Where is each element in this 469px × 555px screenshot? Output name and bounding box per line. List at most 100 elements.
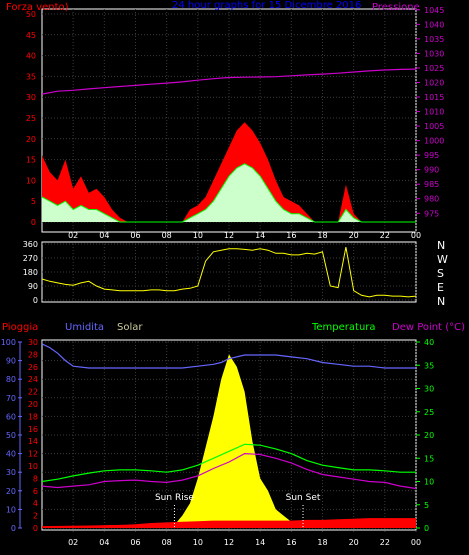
wind-speed-tick: 50 (26, 10, 36, 19)
compass-label: S (437, 267, 444, 280)
temperature-ticks: 0 5 10 15 20 25 30 35 40 (416, 338, 434, 533)
hour-tick: 08 (162, 538, 172, 547)
dewpoint-series (41, 452, 417, 490)
pressure-tick: 1010 (424, 108, 444, 117)
hour-tick: 02 (68, 231, 78, 240)
hour-tick: 14 (255, 231, 265, 240)
temperature-tick: 35 (424, 361, 434, 370)
compass-label: N (437, 295, 445, 308)
hour-tick: 22 (380, 538, 390, 547)
rain-tick: 2 (33, 512, 38, 521)
pressure-tick: 980 (424, 195, 439, 204)
wind-speed-tick: 25 (26, 114, 36, 123)
wind-axis-title: Forza vento) (6, 2, 69, 13)
avg-wind-line (41, 163, 416, 223)
rain-label: Pioggia (2, 322, 38, 333)
pressure-tick: 990 (424, 166, 439, 175)
wind-hour-ticks: 02 04 06 08 10 12 14 16 18 20 22 00 (68, 231, 421, 240)
hour-tick: 14 (255, 538, 265, 547)
pressure-tick: 1005 (424, 122, 444, 131)
hour-tick: 12 (224, 538, 234, 547)
wind-speed-tick: 40 (26, 52, 36, 61)
wind-pressure-panel: Forza vento) 24 hour graphs for 15 Dicem… (6, 0, 444, 240)
temperature-tick: 15 (424, 454, 434, 463)
hour-tick: 00 (411, 538, 421, 547)
hour-tick: 10 (193, 231, 203, 240)
rain-tick: 0 (33, 524, 38, 533)
dewpoint-label: Dew Point (°C) (392, 322, 465, 333)
rain-tick: 10 (28, 462, 38, 471)
pressure-ticks: 975 980 985 990 995 1000 1005 1010 1015 1020 1025 1… (416, 6, 444, 218)
humidity-tick: 10 (6, 505, 16, 514)
gust-series (42, 122, 416, 222)
rain-tick: 18 (28, 412, 38, 421)
hour-tick: 18 (317, 538, 327, 547)
rain-tick: 8 (33, 474, 38, 483)
wind-speed-tick: 35 (26, 72, 36, 81)
hour-tick: 04 (99, 231, 109, 240)
direction-tick: 180 (23, 268, 38, 277)
wind-speed-tick: 0 (31, 218, 36, 227)
hour-tick: 22 (380, 231, 390, 240)
temperature-tick: 25 (424, 408, 434, 417)
rain-tick: 30 (28, 338, 38, 347)
chart-title: 24 hour graphs for 15 Dicembre 2016 (172, 0, 361, 11)
rain-tick: 14 (28, 437, 38, 446)
compass-label: E (437, 281, 444, 294)
wind-speed-ticks: 0 5 10 15 20 25 30 35 40 45 50 (26, 10, 36, 227)
pressure-tick: 995 (424, 151, 439, 160)
humidity-tick: 20 (6, 487, 16, 496)
wind-direction-series (41, 247, 417, 298)
humidity-tick: 50 (6, 431, 16, 440)
humidity-ticks: 0 10 20 30 40 50 60 70 80 90 100 (1, 338, 22, 533)
direction-tick: 360 (23, 240, 38, 249)
pressure-tick: 985 (424, 180, 439, 189)
solar-series (166, 354, 307, 528)
hour-tick: 08 (162, 231, 172, 240)
humidity-tick: 0 (11, 524, 16, 533)
pressure-tick: 1035 (424, 35, 444, 44)
temperature-tick: 0 (424, 524, 429, 533)
pressure-tick: 1045 (424, 6, 444, 15)
rain-series (42, 518, 416, 528)
hour-tick: 18 (317, 231, 327, 240)
direction-ticks: 0 90 180 270 360 (23, 240, 38, 305)
pressure-tick: 1015 (424, 93, 444, 102)
rain-tick: 28 (28, 350, 38, 359)
temperature-tick: 10 (424, 478, 434, 487)
hour-tick: 04 (99, 538, 109, 547)
temperature-tick: 40 (424, 338, 434, 347)
humidity-tick: 70 (6, 394, 16, 403)
avg-wind-series (42, 163, 416, 222)
direction-tick: 90 (28, 282, 38, 291)
hour-tick: 00 (411, 231, 421, 240)
pressure-axis-title: Pressione (372, 2, 420, 13)
sunset-label: Sun Set (286, 493, 321, 503)
direction-tick: 270 (23, 254, 38, 263)
humidity-tick: 90 (6, 357, 16, 366)
sunrise-label: Sun Rise (155, 493, 194, 503)
hour-tick: 12 (224, 231, 234, 240)
pressure-tick: 975 (424, 209, 439, 218)
rain-tick: 16 (28, 425, 38, 434)
hour-tick: 06 (130, 538, 140, 547)
rain-tick: 12 (28, 450, 38, 459)
compass-label: W (437, 253, 448, 266)
direction-tick: 0 (33, 296, 38, 305)
humidity-series (41, 343, 416, 369)
rain-tick: 22 (28, 388, 38, 397)
humidity-tick: 80 (6, 375, 16, 384)
temperature-series (41, 443, 416, 483)
rain-tick: 26 (28, 363, 38, 372)
hour-tick: 02 (68, 538, 78, 547)
humidity-tick: 60 (6, 412, 16, 421)
hour-tick: 16 (286, 538, 296, 547)
hour-tick: 16 (286, 231, 296, 240)
hour-tick: 06 (130, 231, 140, 240)
wind-speed-tick: 10 (26, 176, 36, 185)
wind-speed-tick: 30 (26, 93, 36, 102)
rain-humidity-temp-panel: Pioggia Umidita Solar Temperatura Dew Po… (1, 322, 465, 547)
